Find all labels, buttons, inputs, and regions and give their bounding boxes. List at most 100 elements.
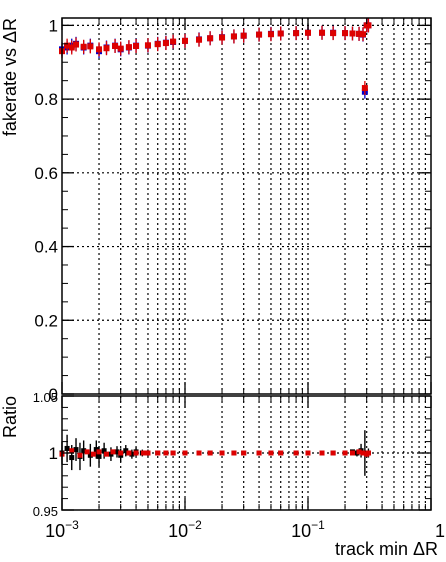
ratio-point-red <box>330 450 336 456</box>
data-point-red <box>144 42 151 49</box>
data-point-red <box>219 34 226 41</box>
data-point-red <box>154 41 161 48</box>
ratio-point-black <box>64 445 70 451</box>
top-panel-grid <box>62 18 431 394</box>
data-point-red <box>330 30 337 37</box>
ratio-point-red <box>163 450 169 456</box>
data-point-red <box>207 35 214 42</box>
data-point-red <box>87 43 94 50</box>
data-point-red <box>305 29 311 36</box>
data-point-red <box>170 38 177 45</box>
y-tick-label: 0.95 <box>33 504 58 519</box>
ratio-point-red <box>319 450 325 456</box>
x-tick-label: 1 <box>435 521 445 541</box>
data-point-red <box>80 43 87 50</box>
ratio-panel-axes: 0.95 1 1.05 10−3 10−2 10−1 1 <box>33 390 445 541</box>
data-point-red <box>360 31 367 38</box>
ratio-y-axis-label: Ratio <box>0 396 20 438</box>
ratio-point-black <box>93 447 99 453</box>
ratio-point-red <box>96 449 102 455</box>
data-point-red <box>112 43 119 50</box>
data-point-red <box>68 44 75 51</box>
y-tick-label: 0 <box>49 385 58 404</box>
data-point-red <box>349 30 356 37</box>
ratio-point-red <box>241 450 247 456</box>
ratio-point-red <box>110 449 116 455</box>
x-tick-label: 10−3 <box>45 518 79 541</box>
top-panel-axes: 0 0.2 0.4 0.6 0.8 1 <box>34 16 432 404</box>
data-point-red <box>267 31 274 38</box>
ratio-point-red <box>231 450 237 456</box>
ratio-point-red <box>278 450 284 456</box>
ratio-point-red <box>84 449 90 455</box>
data-point-red <box>365 22 372 29</box>
data-point-red <box>96 46 103 53</box>
ratio-point-red <box>293 450 299 456</box>
data-point-red <box>64 42 71 49</box>
y-tick-label: 0.8 <box>34 90 58 109</box>
data-point-red <box>240 32 247 39</box>
y-tick-label: 1 <box>49 444 58 463</box>
ratio-point-black <box>101 448 107 454</box>
ratio-point-red <box>141 450 147 456</box>
y-tick-label: 0.4 <box>34 238 58 257</box>
ratio-point-black <box>114 449 120 455</box>
ratio-panel-marks <box>59 430 371 476</box>
ratio-point-red <box>268 450 274 456</box>
ratio-point-red <box>133 450 139 456</box>
data-point-red <box>277 30 284 37</box>
y-tick-label: 0.2 <box>34 311 58 330</box>
ratio-point-black <box>123 448 129 454</box>
ratio-point-red <box>69 448 75 454</box>
ratio-point-red <box>349 450 355 456</box>
data-point-red <box>361 85 368 92</box>
data-point-red <box>196 36 203 43</box>
ratio-point-red <box>305 450 311 456</box>
x-tick-label: 10−2 <box>168 518 202 541</box>
ratio-point-red <box>196 450 202 456</box>
ratio-point-red <box>103 451 109 457</box>
data-point-red <box>182 37 188 44</box>
ratio-point-black <box>96 453 102 459</box>
data-point-red <box>293 30 300 37</box>
top-panel-marks <box>59 18 372 99</box>
x-tick-label: 10−1 <box>291 518 325 541</box>
ratio-point-red <box>360 450 366 456</box>
data-point-red <box>319 29 326 36</box>
data-point-red <box>133 43 140 50</box>
ratio-point-red <box>118 450 124 456</box>
ratio-point-red <box>155 450 161 456</box>
ratio-point-red <box>90 451 96 457</box>
y-tick-label: 1.05 <box>33 390 58 405</box>
ratio-point-red <box>219 450 225 456</box>
ratio-point-black <box>73 447 79 453</box>
ratio-point-red <box>256 450 262 456</box>
data-point-red <box>117 45 124 52</box>
ratio-point-red <box>342 450 348 456</box>
y-tick-label: 1 <box>49 16 58 35</box>
ratio-point-red <box>207 450 213 456</box>
ratio-point-black <box>69 455 75 461</box>
data-point-red <box>342 30 349 37</box>
x-axis-label: track min ΔR <box>335 539 438 559</box>
data-point-red <box>125 44 132 51</box>
ratio-point-red <box>77 452 83 458</box>
data-point-red <box>256 31 263 38</box>
ratio-point-black <box>87 452 93 458</box>
ratio-point-red <box>365 450 371 456</box>
ratio-point-black <box>129 451 135 457</box>
data-point-red <box>230 33 237 40</box>
data-point-red <box>356 30 363 37</box>
data-point-red <box>103 45 110 52</box>
y-tick-label: 0.6 <box>34 164 58 183</box>
top-y-axis-label: fakerate vs ΔR <box>0 18 20 136</box>
ratio-point-red <box>145 450 151 456</box>
ratio-point-red <box>182 450 188 456</box>
ratio-point-red <box>126 450 132 456</box>
ratio-point-black <box>81 448 87 454</box>
plot-frame <box>61 17 432 395</box>
ratio-point-red <box>356 449 362 455</box>
data-point-red <box>162 40 169 47</box>
